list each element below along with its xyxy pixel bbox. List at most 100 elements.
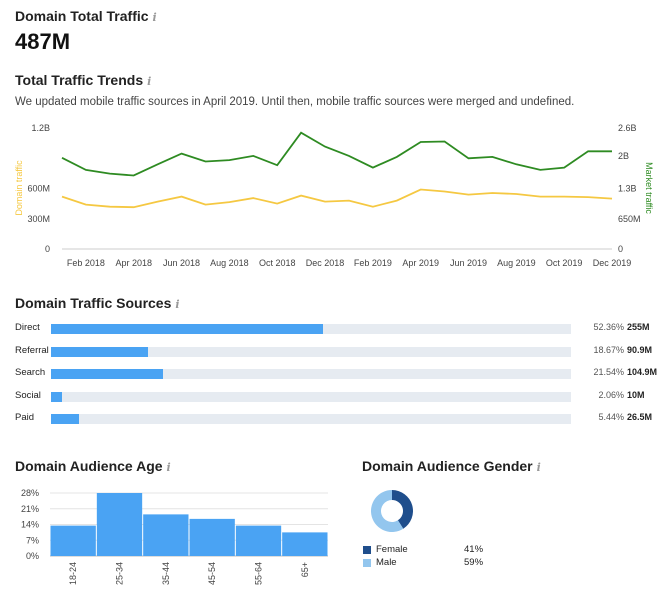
age-x-ticks: 18-24 25-34 35-44 45-54 55-64 65+ bbox=[68, 562, 310, 585]
x-tick-label: Feb 2019 bbox=[354, 258, 392, 268]
right-tick-label: 0 bbox=[618, 244, 623, 254]
female-swatch bbox=[363, 546, 371, 554]
audience-age-chart: 28% 21% 14% 7% 0% 18-24 25-34 35-44 45-54 55-64 6… bbox=[21, 488, 328, 585]
source-label: Social bbox=[15, 390, 41, 401]
left-axis-title: Domain traffic bbox=[14, 160, 24, 216]
right-tick-label: 2.6B bbox=[618, 123, 637, 133]
age-bar[interactable] bbox=[189, 518, 235, 556]
info-icon[interactable]: i bbox=[152, 11, 157, 24]
domain-total-heading: Domain Total Traffic i bbox=[15, 8, 157, 24]
traffic-trends-chart: 1.2B 600M 300M 0 2.6B 2B 1.3B 650M 0 Feb 2018 Ap… bbox=[14, 123, 654, 268]
age-bar[interactable] bbox=[96, 493, 143, 556]
right-tick-label: 1.3B bbox=[618, 184, 637, 194]
gender-title: Domain Audience Gender bbox=[362, 458, 533, 474]
source-bar-track bbox=[51, 414, 571, 424]
left-tick-label: 300M bbox=[27, 214, 50, 224]
gender-heading: Domain Audience Gender i bbox=[362, 458, 541, 474]
age-x-tick-label: 45-54 bbox=[207, 562, 217, 585]
female-percent: 41% bbox=[464, 544, 484, 555]
age-bar[interactable] bbox=[143, 514, 189, 556]
source-percent: 18.67% bbox=[593, 345, 624, 355]
male-swatch bbox=[363, 559, 371, 567]
right-axis-ticks: 2.6B 2B 1.3B 650M 0 bbox=[618, 123, 641, 254]
info-icon[interactable]: i bbox=[147, 75, 152, 88]
source-value: 104.9M bbox=[627, 367, 658, 377]
x-tick-label: Oct 2018 bbox=[259, 258, 296, 268]
info-icon[interactable]: i bbox=[536, 461, 541, 474]
age-bar[interactable] bbox=[50, 525, 96, 556]
x-tick-label: Jun 2018 bbox=[163, 258, 200, 268]
x-tick-label: Aug 2018 bbox=[210, 258, 249, 268]
domain-total-title: Domain Total Traffic bbox=[15, 8, 149, 24]
source-value: 10M bbox=[627, 390, 645, 400]
age-bars bbox=[50, 493, 328, 556]
info-icon[interactable]: i bbox=[175, 298, 180, 311]
age-y-tick-label: 14% bbox=[21, 520, 39, 530]
gender-slices bbox=[370, 490, 413, 532]
source-percent: 2.06% bbox=[598, 390, 624, 400]
trends-heading: Total Traffic Trends i bbox=[15, 72, 151, 88]
source-bar-fill bbox=[51, 392, 62, 402]
age-heading: Domain Audience Age i bbox=[15, 458, 171, 474]
age-x-tick-label: 25-34 bbox=[115, 562, 125, 585]
age-title: Domain Audience Age bbox=[15, 458, 163, 474]
right-tick-label: 650M bbox=[618, 214, 641, 224]
info-icon[interactable]: i bbox=[166, 461, 171, 474]
source-label: Referral bbox=[15, 345, 49, 356]
x-tick-label: Apr 2018 bbox=[115, 258, 152, 268]
age-gridlines bbox=[50, 492, 328, 557]
market-traffic-line[interactable] bbox=[61, 131, 612, 177]
male-label: Male bbox=[376, 557, 397, 568]
left-tick-label: 0 bbox=[45, 244, 50, 254]
x-tick-label: Dec 2019 bbox=[593, 258, 632, 268]
source-bar-fill bbox=[51, 347, 149, 357]
age-y-tick-label: 0% bbox=[26, 551, 39, 561]
source-bar-fill bbox=[51, 369, 163, 379]
sources-heading: Domain Traffic Sources i bbox=[15, 295, 180, 311]
trends-title: Total Traffic Trends bbox=[15, 72, 144, 88]
x-tick-label: Feb 2018 bbox=[67, 258, 105, 268]
source-value: 26.5M bbox=[627, 412, 653, 422]
source-percent: 52.36% bbox=[593, 322, 624, 332]
x-tick-label: Apr 2019 bbox=[402, 258, 439, 268]
left-tick-label: 600M bbox=[27, 184, 50, 194]
source-bar-track bbox=[51, 324, 571, 334]
age-y-tick-label: 28% bbox=[21, 488, 39, 498]
sources-title: Domain Traffic Sources bbox=[15, 295, 172, 311]
right-axis-title: Market traffic bbox=[644, 162, 654, 214]
right-tick-label: 2B bbox=[618, 151, 629, 161]
age-y-ticks: 28% 21% 14% 7% 0% bbox=[21, 488, 39, 561]
audience-gender-donut bbox=[370, 490, 413, 532]
source-value: 90.9M bbox=[627, 345, 653, 355]
source-label: Direct bbox=[15, 322, 40, 333]
gender-slice-female[interactable] bbox=[392, 490, 413, 529]
source-bar-track bbox=[51, 392, 571, 402]
source-bar-track bbox=[51, 369, 571, 379]
age-x-tick-label: 35-44 bbox=[161, 562, 171, 585]
age-bar[interactable] bbox=[235, 525, 282, 556]
age-x-tick-label: 65+ bbox=[300, 562, 310, 577]
left-axis-ticks: 1.2B 600M 300M 0 bbox=[27, 123, 50, 254]
age-y-tick-label: 7% bbox=[26, 535, 39, 545]
domain-total-value: 487M bbox=[15, 29, 71, 54]
male-percent: 59% bbox=[464, 557, 484, 568]
trends-note: We updated mobile traffic sources in Apr… bbox=[15, 96, 575, 108]
age-x-tick-label: 18-24 bbox=[68, 562, 78, 585]
source-label: Search bbox=[15, 367, 46, 378]
source-value: 255M bbox=[627, 322, 650, 332]
source-label: Paid bbox=[15, 412, 35, 423]
x-tick-label: Oct 2019 bbox=[546, 258, 583, 268]
x-axis-ticks: Feb 2018 Apr 2018 Jun 2018 Aug 2018 Oct 2018… bbox=[67, 258, 631, 268]
female-label: Female bbox=[376, 544, 408, 555]
x-tick-label: Jun 2019 bbox=[450, 258, 487, 268]
left-tick-label: 1.2B bbox=[31, 123, 50, 133]
age-bar[interactable] bbox=[282, 532, 328, 556]
gender-slice-male[interactable] bbox=[370, 490, 404, 532]
age-y-tick-label: 21% bbox=[21, 504, 39, 514]
source-percent: 5.44% bbox=[598, 412, 624, 422]
source-bar-fill bbox=[51, 324, 324, 334]
source-bar-fill bbox=[51, 414, 80, 424]
x-tick-label: Aug 2019 bbox=[497, 258, 536, 268]
domain-traffic-line[interactable] bbox=[61, 188, 613, 209]
x-tick-label: Dec 2018 bbox=[306, 258, 345, 268]
